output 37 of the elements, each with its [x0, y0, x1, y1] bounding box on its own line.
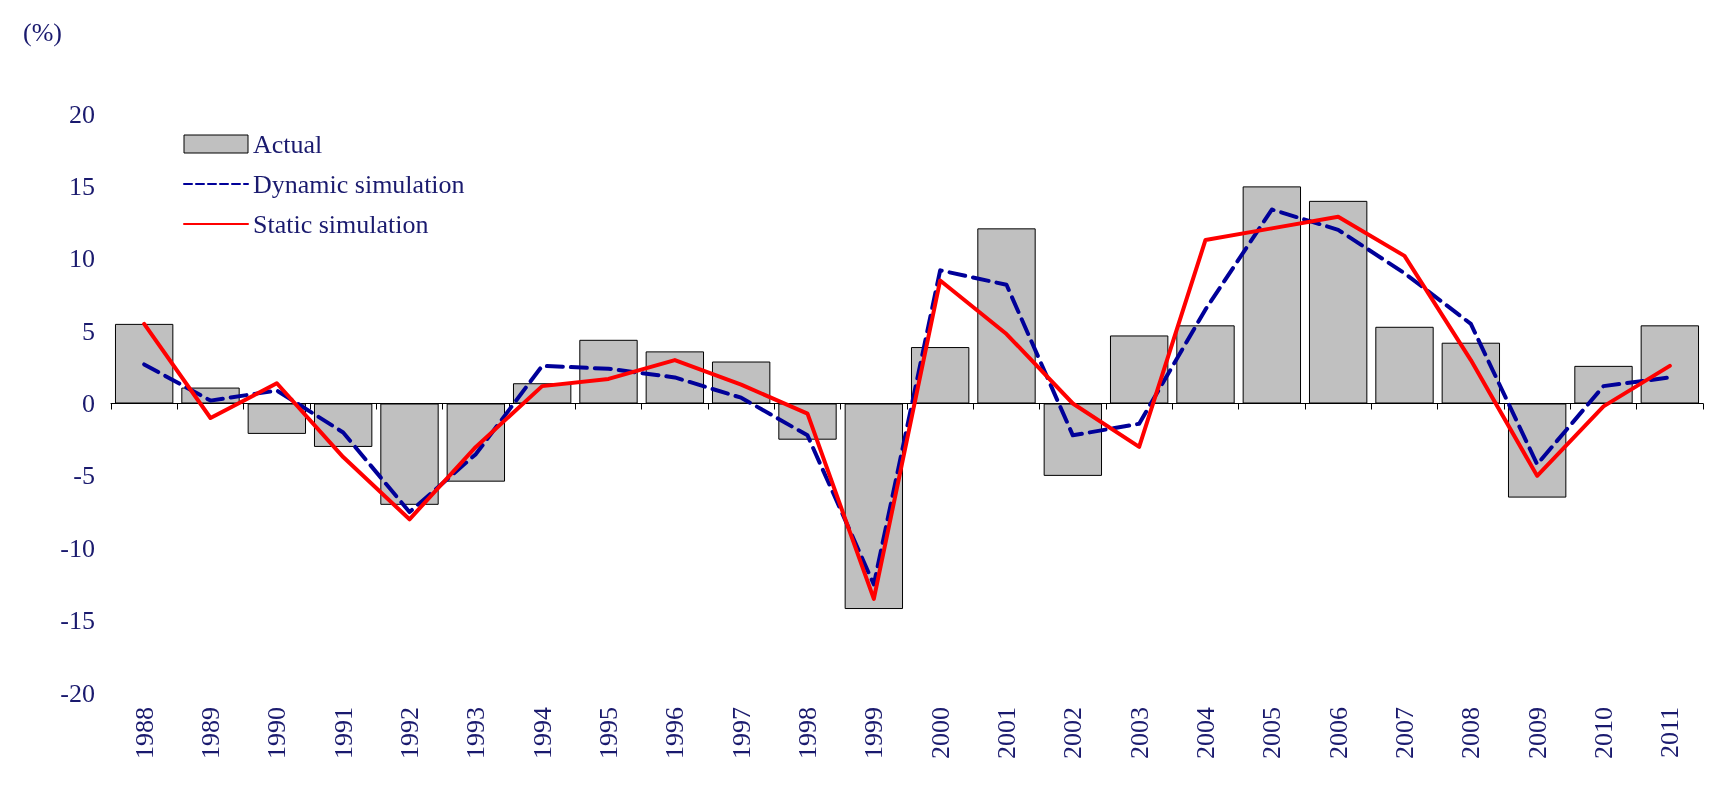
x-tick-label: 1998 — [793, 707, 822, 759]
x-tick-label: 1990 — [262, 707, 292, 759]
legend-label: Actual — [253, 129, 323, 159]
legend-label: Static simulation — [253, 209, 429, 239]
x-tick-label: 2010 — [1589, 707, 1618, 759]
x-tick-label: 2008 — [1456, 707, 1486, 759]
y-tick-label: -5 — [73, 461, 95, 491]
x-tick-label: 1995 — [594, 707, 623, 759]
x-tick-label: 1997 — [726, 707, 756, 759]
y-axis-title: (%) — [23, 17, 62, 47]
x-tick-label: 1994 — [527, 707, 557, 759]
x-tick-label: 2003 — [1124, 707, 1154, 759]
x-tick-label: 2004 — [1191, 707, 1220, 759]
y-tick-label: 10 — [69, 244, 95, 274]
x-tick-label: 1993 — [461, 707, 491, 759]
y-tick-label: 5 — [82, 316, 95, 346]
y-tick-label: 20 — [69, 99, 95, 129]
x-tick-label: 2009 — [1522, 707, 1552, 759]
x-tick-label: 1999 — [859, 707, 889, 759]
x-tick-label: 1996 — [660, 707, 690, 759]
y-tick-label: -20 — [60, 678, 95, 708]
x-tick-label: 1991 — [328, 707, 358, 759]
x-tick-label: 2005 — [1257, 707, 1287, 759]
x-tick-label: 2006 — [1323, 707, 1353, 759]
x-tick-label: 1992 — [395, 707, 424, 759]
x-tick-label: 1988 — [129, 707, 159, 759]
y-tick-label: 15 — [69, 171, 95, 201]
y-tick-label: 0 — [82, 389, 95, 418]
x-tick-label: 2001 — [992, 707, 1021, 759]
x-tick-label: 2002 — [1058, 707, 1088, 759]
x-tick-label: 1989 — [196, 707, 225, 759]
x-tick-label: 2000 — [925, 707, 955, 759]
x-tick-label: 2007 — [1390, 707, 1419, 759]
y-tick-label: -15 — [60, 606, 95, 636]
y-tick-label: -10 — [60, 533, 95, 563]
x-tick-label: 2011 — [1655, 707, 1685, 759]
legend-label: Dynamic simulation — [253, 169, 465, 199]
